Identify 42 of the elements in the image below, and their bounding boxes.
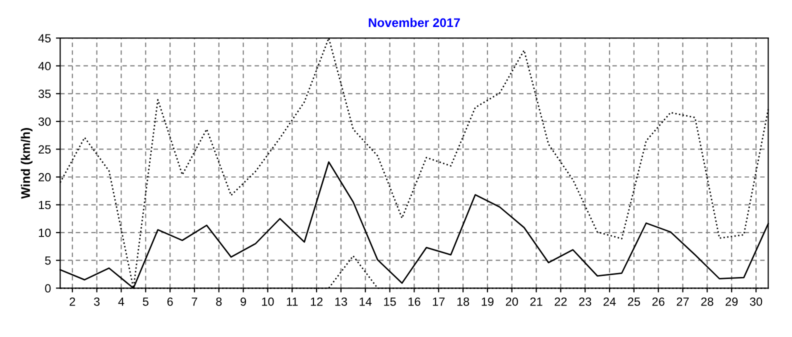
y-tick-label: 45 <box>38 34 51 42</box>
x-tick-label: 21 <box>530 297 542 306</box>
x-tick-label: 30 <box>750 297 762 306</box>
x-tick-label: 12 <box>310 297 323 306</box>
x-tick-label: 8 <box>216 297 222 306</box>
x-tick-label: 7 <box>192 298 198 306</box>
y-tick-label: 15 <box>38 200 51 210</box>
chart-title: November 2017 <box>368 18 460 28</box>
x-tick-label: 10 <box>262 297 274 306</box>
y-tick-label: 25 <box>38 145 51 154</box>
x-tick-label: 14 <box>360 298 372 306</box>
x-tick-label: 16 <box>408 297 420 306</box>
y-tick-label: 40 <box>38 62 51 70</box>
line-series <box>59 37 769 289</box>
x-tick-label: 5 <box>142 298 148 306</box>
y-tick-label: 0 <box>45 284 51 293</box>
x-tick-label: 19 <box>482 297 494 306</box>
y-axis-title: Wind (km/h) <box>20 128 32 199</box>
x-tick-label: 20 <box>506 297 518 306</box>
y-tick-label: 5 <box>45 256 51 265</box>
x-tick-label: 3 <box>94 297 100 306</box>
x-tick-label: 23 <box>579 297 592 306</box>
x-tick-label: 9 <box>240 297 246 306</box>
y-tick-label: 10 <box>38 228 51 237</box>
x-tick-label: 26 <box>652 297 664 306</box>
y-tick-label: 30 <box>38 117 51 126</box>
x-tick-label: 18 <box>457 297 470 306</box>
x-tick-label: 17 <box>432 298 445 306</box>
x-tick-label: 25 <box>628 297 640 306</box>
x-tick-label: 29 <box>726 297 738 306</box>
x-tick-label: 11 <box>286 298 298 306</box>
x-tick-label: 4 <box>118 298 124 306</box>
x-tick-label: 27 <box>676 297 689 306</box>
x-tick-label: 13 <box>335 297 348 306</box>
y-tick-label: 20 <box>38 173 51 182</box>
x-tick-label: 6 <box>167 297 173 306</box>
x-tick-label: 22 <box>554 297 567 306</box>
x-tick-label: 28 <box>701 297 714 306</box>
x-tick-label: 2 <box>70 297 76 306</box>
x-tick-label: 24 <box>604 297 616 306</box>
y-tick-label: 35 <box>38 90 51 98</box>
x-tick-label: 15 <box>384 298 396 306</box>
